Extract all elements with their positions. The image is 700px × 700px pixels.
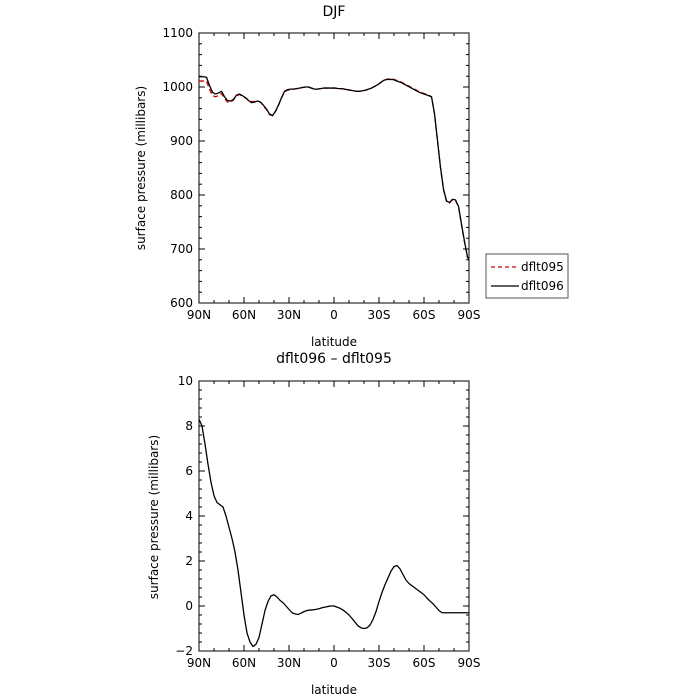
top-x-tick-label: 90S [458,308,481,322]
top-x-tick-label: 0 [330,308,338,322]
top-series-group [199,76,470,261]
top-y-tick-label: 1100 [162,26,193,40]
bottom-plot-frame [198,380,470,652]
top-series-line-dflt095 [199,78,470,261]
top-x-tick-label: 30N [277,308,301,322]
top-chart-title: DJF [323,4,346,20]
bottom-x-tick-label: 60S [413,656,436,670]
bottom-y-tick-label: 4 [185,509,193,523]
top-x-tick-label: 30S [368,308,391,322]
legend-label-dflt095: dflt095 [521,260,564,274]
top-x-ticks: 90N 60N 30N 0 30S 60S 90S [187,33,481,322]
top-chart: DJF 90N 60N 30N 0 30S 60S 90S 600 700 800 900 1000… [134,4,569,349]
top-y-tick-label: 700 [170,242,193,256]
top-y-tick-label: 800 [170,188,193,202]
bottom-x-tick-label: 90N [187,656,211,670]
top-y-tick-label: 600 [170,296,193,310]
legend-box [485,253,569,299]
bottom-y-tick-label: 10 [178,374,193,388]
bottom-x-tick-label: 30S [368,656,391,670]
top-x-tick-label: 60S [413,308,436,322]
bottom-x-tick-label: 60N [232,656,256,670]
bottom-series-line-series-0 [198,418,469,648]
bottom-y-axis-title: surface pressure (millibars) [147,435,161,599]
top-y-axis-title: surface pressure (millibars) [134,86,148,250]
top-series-line-dflt096 [199,76,470,261]
bottom-chart-title: dflt096 – dflt095 [276,351,392,367]
bottom-y-tick-label: 2 [185,554,193,568]
top-x-tick-label: 90N [187,308,211,322]
bottom-x-tick-label: 30N [277,656,301,670]
bottom-y-tick-label: 0 [185,599,193,613]
bottom-y-tick-label: 6 [185,464,193,478]
bottom-y-tick-label: −2 [175,644,193,658]
top-y-tick-label: 900 [170,134,193,148]
top-plot-frame [198,32,470,304]
bottom-x-tick-label: 0 [330,656,338,670]
bottom-series-group [198,418,469,648]
top-y-tick-label: 1000 [162,80,193,94]
bottom-chart: dflt096 – dflt095 90N 60N 30N 0 30S 60S 90S −2… [147,351,480,697]
bottom-y-ticks: −2 0 2 4 6 8 10 [175,374,469,658]
bottom-x-tick-label: 90S [458,656,481,670]
top-x-axis-title: latitude [311,335,357,349]
top-y-ticks: 600 700 800 900 1000 1100 [162,26,469,310]
bottom-x-axis-title: latitude [311,683,357,697]
legend: dflt095 dflt096 [485,253,569,299]
legend-label-dflt096: dflt096 [521,279,564,293]
bottom-y-tick-label: 8 [185,419,193,433]
top-x-tick-label: 60N [232,308,256,322]
bottom-x-ticks: 90N 60N 30N 0 30S 60S 90S [187,381,481,670]
